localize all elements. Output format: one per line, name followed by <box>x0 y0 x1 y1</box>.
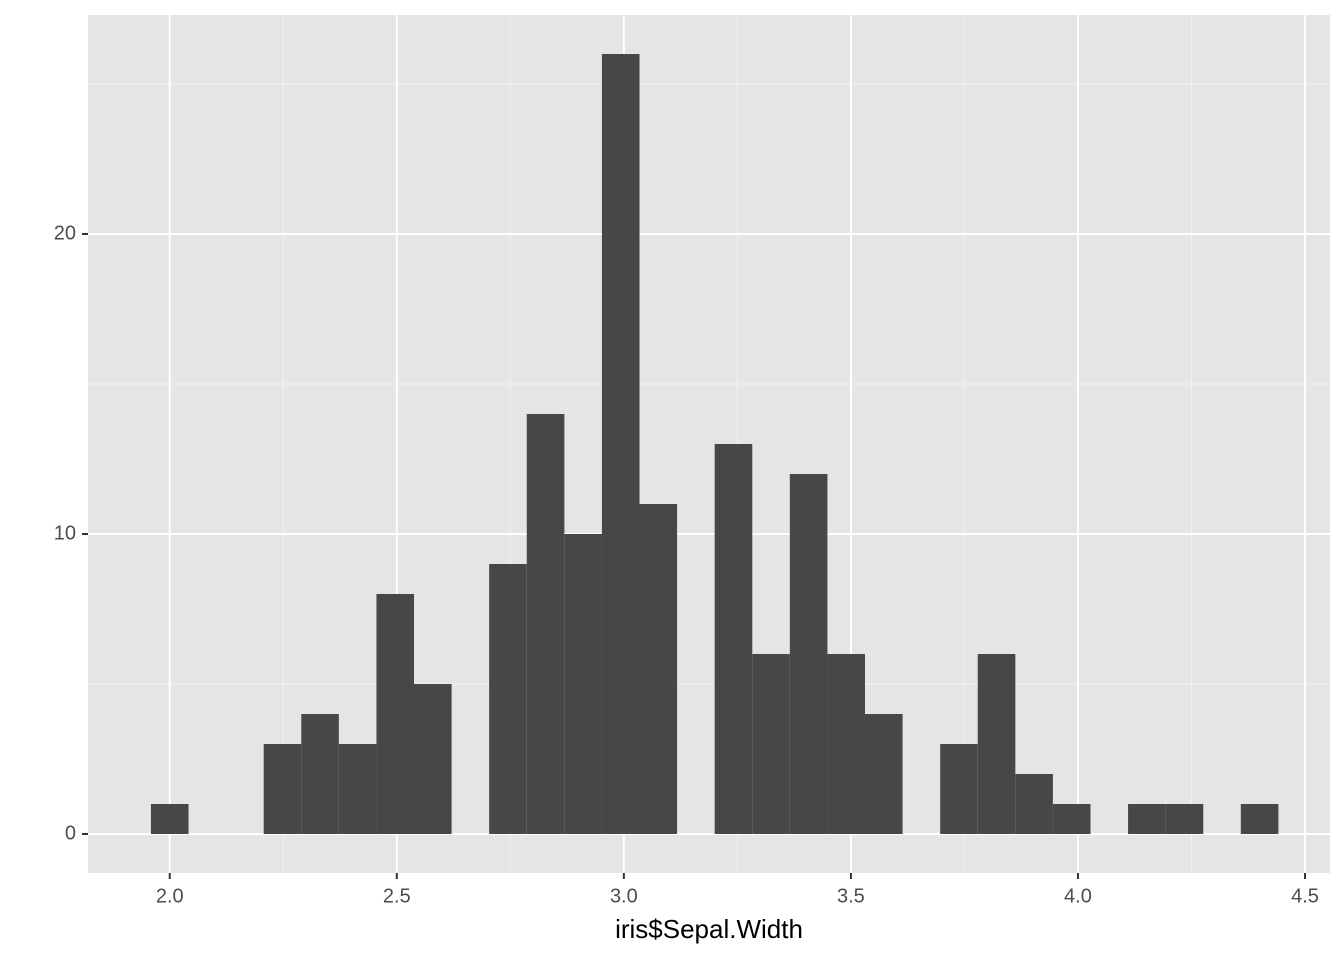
x-tick-label: 2.0 <box>156 885 184 907</box>
bar <box>752 654 790 834</box>
y-tick-label: 10 <box>54 522 76 544</box>
y-tick-label: 0 <box>65 822 76 844</box>
bar <box>601 54 640 834</box>
bar <box>489 564 527 834</box>
bar <box>526 414 565 834</box>
bar <box>301 714 339 834</box>
bar <box>1165 804 1204 834</box>
x-tick-label: 3.5 <box>837 885 865 907</box>
x-tick-label: 2.5 <box>383 885 411 907</box>
bar <box>1240 804 1279 834</box>
bar <box>1128 804 1166 834</box>
bar <box>1052 804 1091 834</box>
panel <box>88 15 1330 873</box>
bar <box>564 534 602 834</box>
bar <box>714 444 753 834</box>
y-tick-label: 20 <box>54 222 76 244</box>
bar <box>414 684 452 834</box>
bar <box>1015 774 1053 834</box>
bar <box>376 594 415 834</box>
x-tick-label: 4.5 <box>1291 885 1319 907</box>
bar <box>789 474 828 834</box>
bar <box>150 804 189 834</box>
x-tick-label: 4.0 <box>1064 885 1092 907</box>
bar <box>977 654 1016 834</box>
bar <box>263 744 302 834</box>
bar <box>639 504 678 834</box>
x-axis-title: iris$Sepal.Width <box>615 914 803 944</box>
bar <box>864 714 903 834</box>
bar <box>940 744 978 834</box>
bar <box>338 744 377 834</box>
x-tick-label: 3.0 <box>610 885 638 907</box>
bar <box>827 654 865 834</box>
